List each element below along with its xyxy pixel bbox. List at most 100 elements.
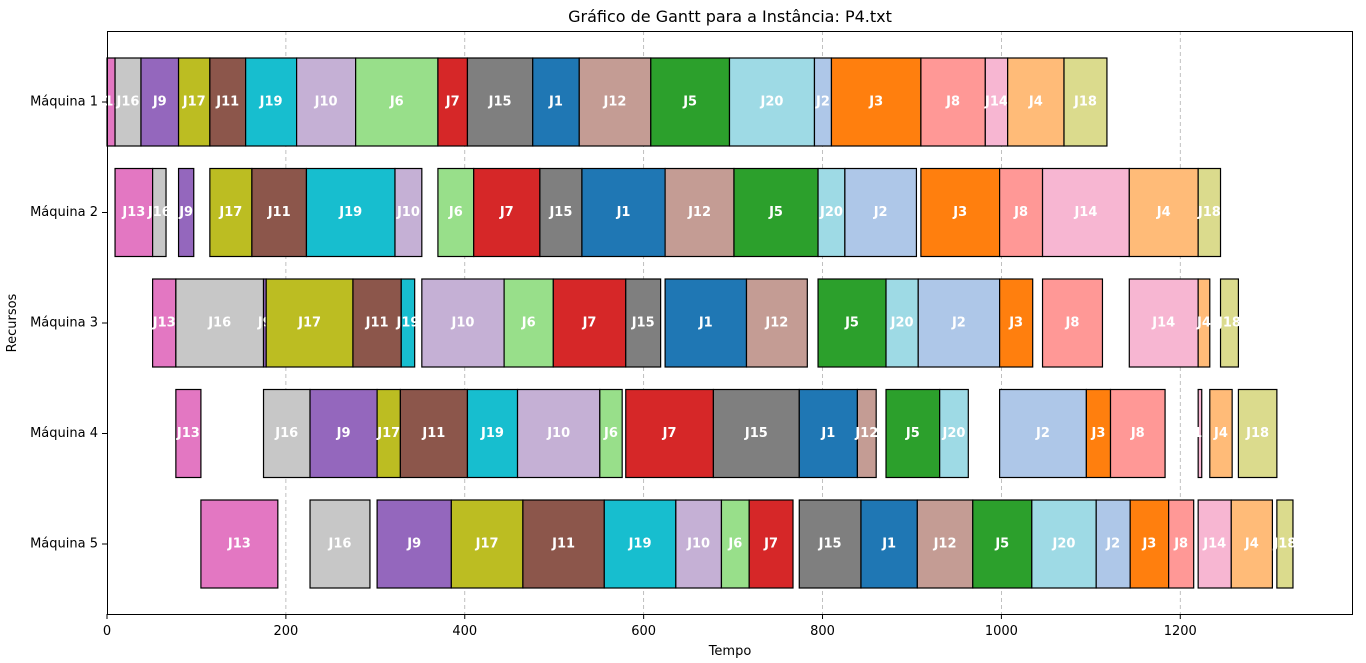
task-label: J1 xyxy=(881,537,896,552)
x-axis-label: Tempo xyxy=(708,644,752,659)
y-tick-label: Máquina 2 xyxy=(30,205,98,220)
task-label: J9 xyxy=(336,426,351,441)
task-label: J11 xyxy=(421,426,445,441)
task-label: J4 xyxy=(1244,537,1259,552)
task-bar-j8 xyxy=(999,167,1044,258)
task-bar-j7 xyxy=(552,278,627,368)
task-label: J1 xyxy=(616,205,631,220)
task-bar-j14 xyxy=(1128,278,1199,368)
task-bar-j4 xyxy=(1197,278,1211,368)
task-label: J13 xyxy=(227,537,251,552)
task-label: J12 xyxy=(854,426,878,441)
task-label: J7 xyxy=(662,426,677,441)
task-bar-j18 xyxy=(1063,57,1108,147)
plot-frame xyxy=(107,31,1353,615)
task-label: J6 xyxy=(521,316,536,331)
task-bar-j10 xyxy=(394,167,423,258)
task-label: J1 xyxy=(698,316,713,331)
task-bar-j1 xyxy=(798,388,858,479)
task-bar-j8 xyxy=(1041,278,1104,368)
task-label: J3 xyxy=(1090,426,1105,441)
task-bar-j15 xyxy=(712,388,800,479)
task-label: J13 xyxy=(152,316,176,331)
task-label: J6 xyxy=(727,537,742,552)
task-bar-j15 xyxy=(625,278,662,368)
task-label: J7 xyxy=(582,316,597,331)
task-label: J10 xyxy=(314,95,338,110)
task-label: J2 xyxy=(815,95,830,110)
task-bar-j6 xyxy=(720,499,750,589)
x-tick-label: 600 xyxy=(631,624,656,639)
task-label: J2 xyxy=(1105,537,1120,552)
task-bar-j2 xyxy=(917,278,1001,368)
task-bar-j15 xyxy=(466,57,534,147)
task-label: J4 xyxy=(1196,316,1211,331)
task-bar-j2 xyxy=(844,167,918,258)
task-label: J19 xyxy=(259,95,283,110)
task-bar-j7 xyxy=(748,499,794,589)
task-label: J14 xyxy=(1202,537,1226,552)
task-bar-j13 xyxy=(114,167,154,258)
task-bar-j14 xyxy=(1197,388,1203,479)
task-label: J3 xyxy=(1008,316,1023,331)
task-bar-j3 xyxy=(1129,499,1170,589)
task-bar-j12 xyxy=(664,167,735,258)
task-bar-j6 xyxy=(599,388,623,479)
task-bar-j19 xyxy=(305,167,396,258)
task-bar-j14 xyxy=(1041,167,1130,258)
task-bar-j13 xyxy=(200,499,279,589)
task-label: J5 xyxy=(768,205,783,220)
task-bar-j20 xyxy=(1031,499,1097,589)
task-bar-j16 xyxy=(152,167,167,258)
x-tick-label: 1000 xyxy=(985,624,1018,639)
x-tick-label: 200 xyxy=(273,624,298,639)
task-bar-j10 xyxy=(421,278,505,368)
task-label: J20 xyxy=(760,95,784,110)
task-label: J12 xyxy=(764,316,788,331)
task-label: J18 xyxy=(1217,316,1241,331)
task-bar-j16 xyxy=(309,499,371,589)
y-tick-label: Máquina 1 xyxy=(30,95,98,110)
task-label: J8 xyxy=(1173,537,1188,552)
task-label: J2 xyxy=(1035,426,1050,441)
task-bar-j11 xyxy=(522,499,605,589)
task-bar-j12 xyxy=(578,57,652,147)
task-label: J15 xyxy=(744,426,768,441)
task-label: J5 xyxy=(844,316,859,331)
task-bar-j18 xyxy=(1219,278,1240,368)
task-bar-j5 xyxy=(650,57,731,147)
task-label: J18 xyxy=(1272,537,1296,552)
task-label: J19 xyxy=(480,426,504,441)
task-label: J14 xyxy=(1187,426,1211,441)
task-bar-j15 xyxy=(798,499,862,589)
task-bar-j14 xyxy=(1197,499,1232,589)
task-label: J16 xyxy=(274,426,298,441)
task-label: J8 xyxy=(1065,316,1080,331)
x-tick-label: 400 xyxy=(452,624,477,639)
x-tick-label: 800 xyxy=(810,624,835,639)
task-label: J10 xyxy=(396,205,420,220)
x-tick-label: 1200 xyxy=(1164,624,1197,639)
task-label: J2 xyxy=(951,316,966,331)
task-bar-j6 xyxy=(437,167,475,258)
task-label: J11 xyxy=(365,316,389,331)
task-label: J15 xyxy=(548,205,572,220)
task-label: J18 xyxy=(1245,426,1269,441)
task-bar-j4 xyxy=(1007,57,1065,147)
task-label: J19 xyxy=(628,537,652,552)
task-label: J6 xyxy=(603,426,618,441)
task-label: J17 xyxy=(297,316,321,331)
task-bar-j8 xyxy=(1168,499,1195,589)
task-label: J10 xyxy=(686,537,710,552)
task-label: J15 xyxy=(818,537,842,552)
task-label: J5 xyxy=(994,537,1009,552)
task-label: J3 xyxy=(952,205,967,220)
task-bar-j3 xyxy=(1085,388,1112,479)
task-label: J13 xyxy=(176,426,200,441)
task-bar-j5 xyxy=(972,499,1033,589)
task-bar-j20 xyxy=(939,388,969,479)
task-label: J8 xyxy=(1013,205,1028,220)
task-label: J18 xyxy=(1197,205,1221,220)
task-bar-j5 xyxy=(817,278,887,368)
task-bar-j12 xyxy=(856,388,877,479)
